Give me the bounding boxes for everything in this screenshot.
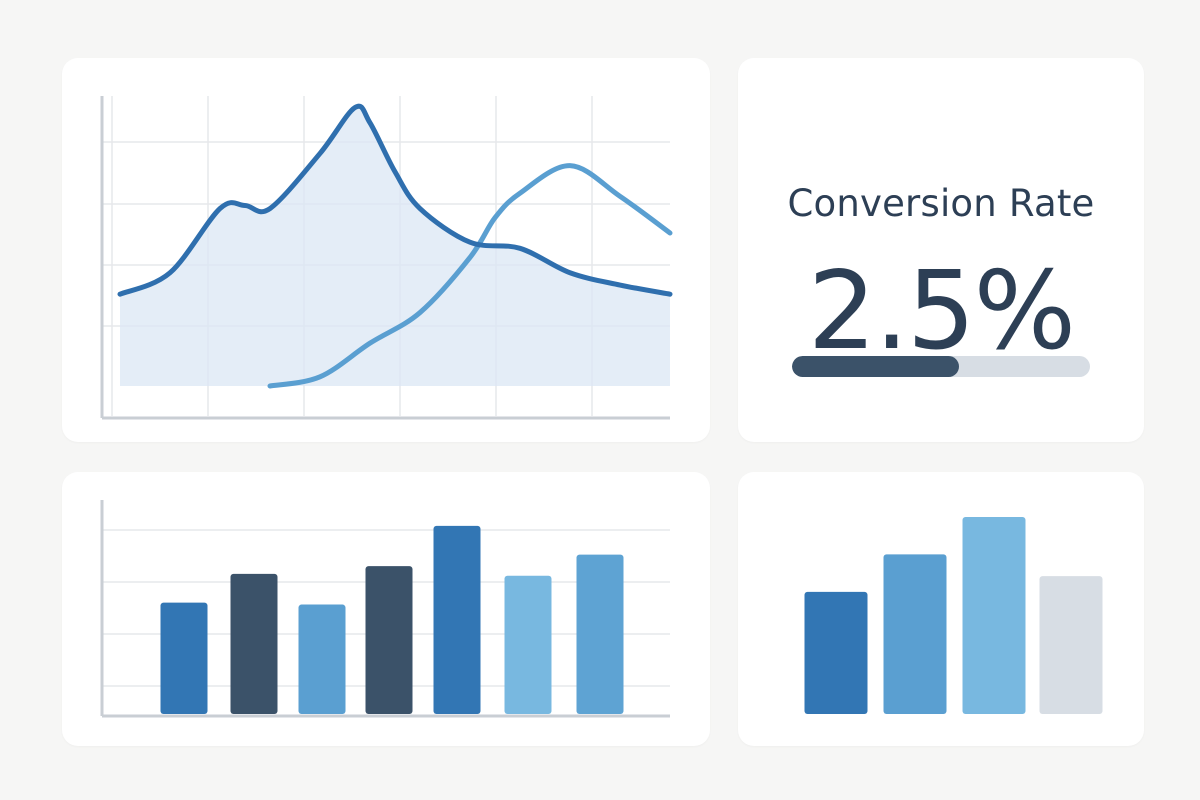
series-line-2 [267, 163, 673, 389]
kpi-value: 2.5% [807, 249, 1076, 374]
bar-7 [576, 554, 624, 714]
bar-chart [100, 500, 670, 718]
bar-6 [504, 575, 552, 714]
mini-bar-2 [883, 554, 947, 714]
conversion-rate-card: Conversion Rate 2.5% [738, 58, 1144, 442]
trend-line-chart [100, 96, 673, 420]
series-area-1 [120, 106, 670, 387]
bar-3 [298, 604, 346, 714]
bar-chart-card [62, 472, 710, 746]
mini-bar-3 [962, 517, 1026, 714]
series-line-1 [117, 103, 673, 297]
mini-bar-chart-card [738, 472, 1144, 746]
mini-bar-chart [804, 517, 1103, 714]
mini-bar-4 [1039, 576, 1103, 714]
bar-2 [230, 573, 278, 714]
trend-chart-card [62, 58, 710, 442]
kpi-progress-fill [792, 356, 959, 377]
kpi-progress-bar [792, 356, 1090, 377]
bar-1 [160, 602, 208, 714]
mini-bar-1 [804, 591, 868, 714]
kpi-title: Conversion Rate [787, 182, 1095, 225]
bar-4 [365, 566, 413, 714]
bar-5 [433, 525, 481, 714]
